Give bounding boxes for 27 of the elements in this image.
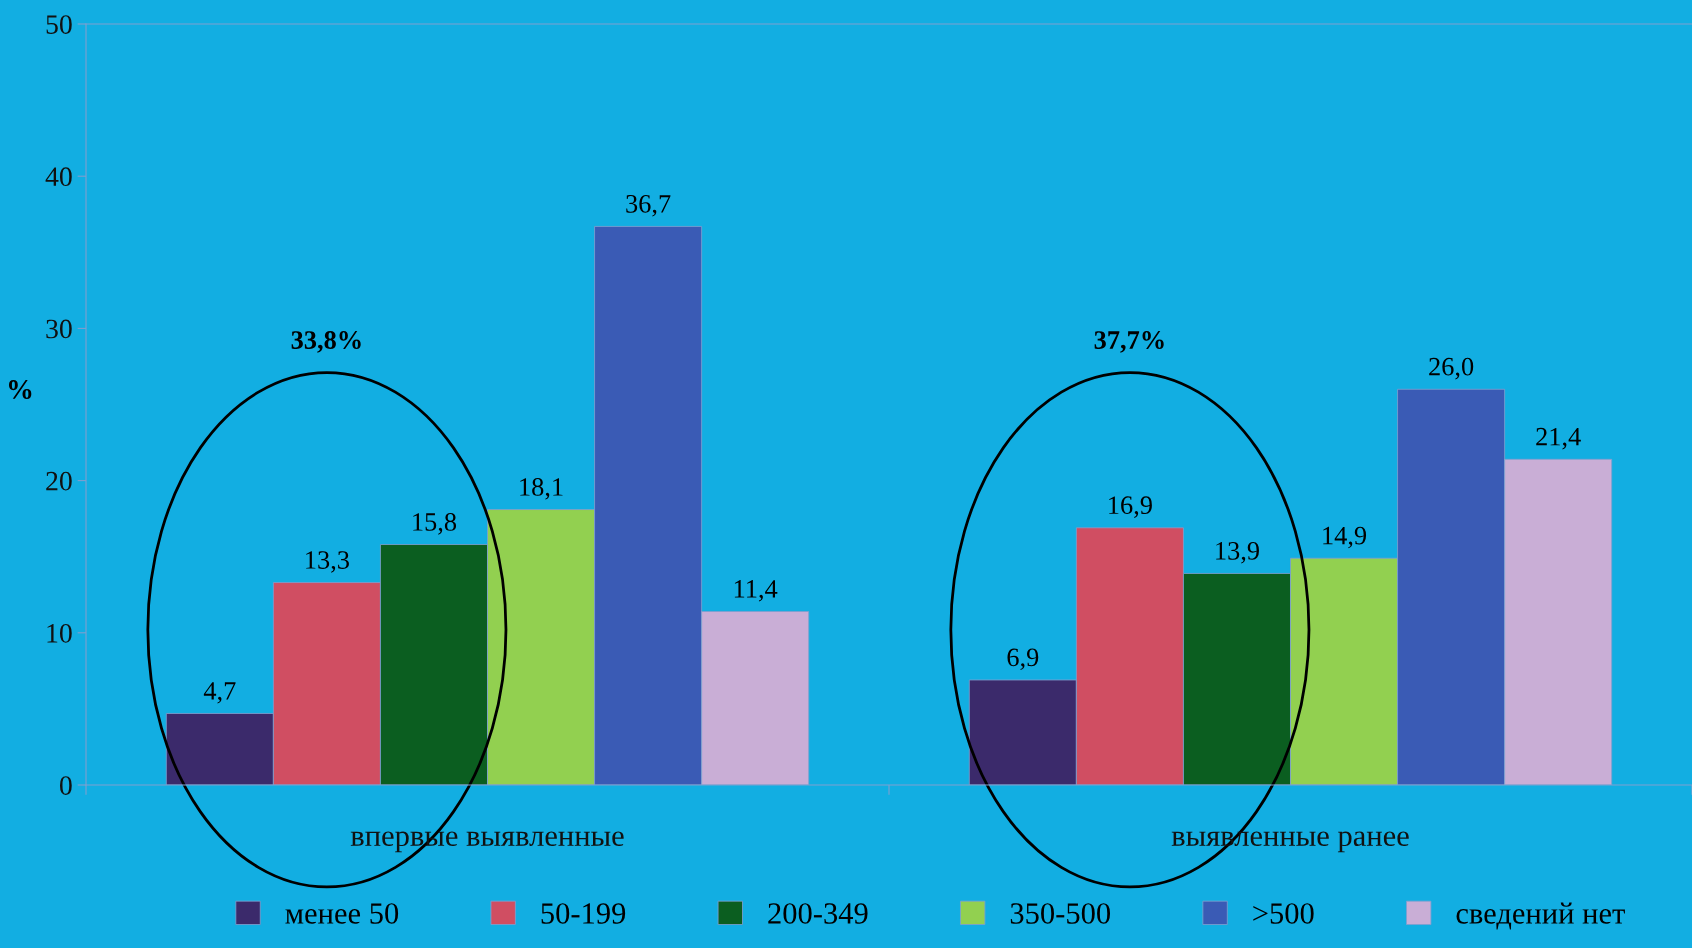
legend-label: >500	[1253, 903, 1314, 924]
text: 6,9	[1007, 648, 1039, 671]
text: 21,4	[1536, 427, 1581, 450]
annotation: 37,7%	[1094, 331, 1164, 353]
text: 18,1	[520, 478, 563, 500]
y-tick-label: 50	[46, 15, 72, 34]
y-axis-title: %	[8, 380, 32, 399]
text: 4,7	[203, 682, 236, 704]
y-tick-label: 10	[47, 623, 72, 643]
text: 26,0	[1429, 357, 1474, 380]
y-tick-label: 0	[59, 776, 72, 795]
text: 16,9	[1109, 496, 1152, 518]
text: 14,9	[1323, 526, 1367, 549]
annotation: 33,8%	[291, 331, 361, 353]
legend-label: менее 50	[285, 903, 399, 924]
legend-label: сведений нет	[1456, 902, 1625, 930]
legend-label: 350-500	[1010, 903, 1111, 924]
y-tick-label: 20	[46, 471, 72, 491]
y-tick-label: 30	[46, 319, 72, 339]
legend-label: 50-199	[541, 903, 626, 924]
text: 13,3	[306, 551, 349, 573]
y-tick-label: 40	[45, 167, 72, 187]
legend-label: 200-349	[768, 903, 868, 924]
text: 15,8	[413, 513, 457, 535]
text: 36,7	[626, 195, 671, 217]
text: 11,4	[734, 580, 778, 602]
text: 13,9	[1216, 542, 1259, 564]
